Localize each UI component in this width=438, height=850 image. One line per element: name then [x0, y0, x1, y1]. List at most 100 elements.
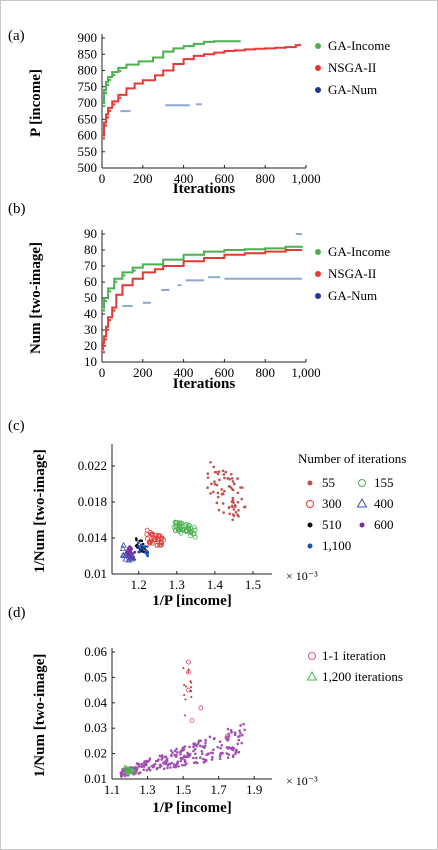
scatter-point-cloud	[189, 680, 192, 683]
y-tick-label: 900	[78, 30, 98, 45]
scatter-point-55	[206, 476, 210, 479]
legend-marker	[315, 43, 321, 49]
scatter-point-1,100	[137, 546, 141, 550]
scatter-point-155	[186, 522, 192, 528]
scatter-point-1,100	[137, 550, 140, 554]
scatter-point-55	[209, 492, 212, 495]
scatter-point-55	[221, 492, 225, 495]
scatter-point-600	[133, 550, 137, 554]
scatter-point-cloud	[211, 751, 215, 755]
scatter-point-cloud	[183, 684, 186, 687]
scatter-point-400	[120, 552, 127, 559]
y-tick-label: 0.03	[84, 720, 107, 735]
scatter-point-55	[237, 508, 240, 512]
y-tick-label: 0.06	[84, 644, 107, 659]
scatter-point-55	[209, 460, 212, 464]
scatter-point-cloud	[180, 763, 184, 767]
scatter-point-cloud	[198, 744, 202, 748]
scatter-point-cloud	[237, 750, 241, 754]
x-tick-label: 0	[99, 365, 106, 380]
series-point	[102, 351, 106, 354]
scatter-point-1-1	[225, 733, 231, 739]
scatter-point-cloud	[188, 745, 191, 749]
series-point	[115, 280, 118, 283]
series-point	[102, 309, 106, 312]
scatter-point-cloud	[175, 747, 178, 751]
scatter-point-cloud	[230, 730, 233, 734]
scatter-point-cloud	[173, 749, 177, 753]
y-tick-label: 0.05	[84, 669, 107, 684]
scatter-point-600	[132, 556, 136, 560]
scatter-point-cloud	[224, 736, 228, 739]
scatter-point-1200	[125, 766, 132, 773]
legend-marker	[308, 652, 316, 660]
x-axis-label: 1/P [income]	[152, 593, 232, 609]
scatter-point-cloud	[211, 756, 214, 759]
scatter-point-cloud	[232, 747, 236, 750]
scatter-point-cloud	[199, 756, 202, 759]
scatter-point-cloud	[158, 754, 162, 758]
legend-label: GA-Income	[328, 244, 390, 259]
scatter-point-cloud	[145, 759, 148, 763]
scatter-point-155	[191, 524, 197, 530]
scatter-point-1200	[129, 767, 136, 774]
scatter-point-1,100	[137, 541, 140, 545]
series-point	[106, 328, 110, 331]
scatter-point-55	[213, 480, 216, 483]
scatter-point-300	[144, 527, 150, 533]
scatter-point-cloud	[172, 765, 176, 769]
scatter-point-cloud	[204, 738, 207, 742]
scatter-point-cloud	[156, 759, 160, 763]
scatter-point-cloud	[196, 742, 200, 746]
scatter-point-cloud	[219, 746, 222, 750]
x-tick-label: 1,000	[291, 365, 320, 380]
scatter-point-155	[184, 529, 189, 535]
scatter-point-cloud	[200, 752, 204, 756]
legend-label: 55	[322, 475, 335, 490]
scatter-point-cloud	[227, 747, 230, 750]
scatter-point-600	[129, 551, 133, 555]
scatter-point-cloud	[119, 771, 123, 774]
scatter-point-55	[222, 473, 226, 476]
scatter-point-cloud	[236, 742, 240, 746]
scatter-point-55	[210, 482, 213, 486]
scatter-point-55	[233, 503, 237, 507]
legend-title: Number of iterations	[298, 451, 406, 466]
scatter-point-55	[217, 508, 221, 512]
x-axis-multiplier: × 10⁻³	[286, 569, 318, 583]
scatter-point-55	[230, 472, 233, 476]
legend-label: 510	[322, 517, 342, 532]
scatter-point-cloud	[240, 733, 244, 737]
scatter-point-55	[217, 470, 221, 473]
scatter-point-cloud	[179, 751, 182, 754]
legend-marker	[358, 479, 366, 487]
scatter-point-cloud	[142, 765, 146, 768]
scatter-point-55	[243, 505, 247, 508]
legend-marker	[307, 522, 313, 528]
x-tick-label: 1,000	[291, 171, 320, 186]
legend-marker	[306, 500, 314, 508]
scatter-point-cloud	[213, 737, 216, 740]
series-line-ga-income	[102, 245, 303, 309]
scatter-point-55	[224, 470, 228, 474]
scatter-point-300	[145, 536, 150, 542]
series-point	[119, 69, 122, 73]
x-tick-label: 1.5	[175, 782, 191, 797]
series-point	[108, 319, 112, 322]
scatter-point-55	[231, 505, 234, 509]
legend-marker	[315, 249, 321, 255]
scatter-point-cloud	[120, 775, 123, 778]
series-point	[106, 83, 110, 87]
scatter-point-cloud	[179, 752, 182, 756]
scatter-point-55	[232, 482, 236, 486]
scatter-point-cloud	[185, 685, 188, 688]
x-tick-label: 400	[174, 171, 194, 186]
scatter-point-cloud	[194, 752, 197, 756]
scatter-point-cloud	[239, 724, 242, 727]
legend-marker	[315, 271, 321, 277]
scatter-point-cloud	[187, 668, 190, 671]
scatter-point-cloud	[182, 748, 186, 751]
scatter-point-600	[130, 547, 133, 551]
y-tick-label: 30	[84, 322, 97, 337]
